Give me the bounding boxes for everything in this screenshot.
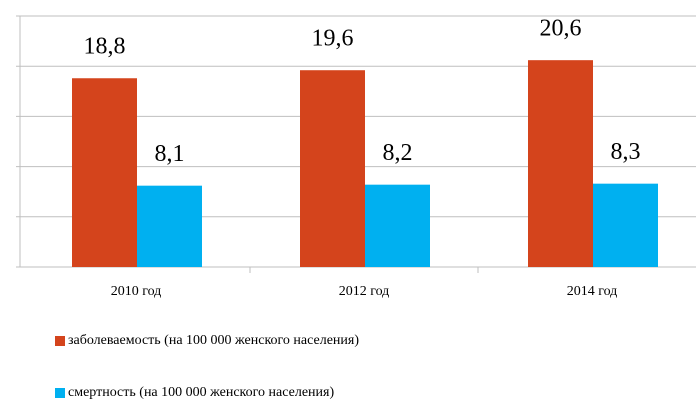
data-label: 20,6 [540,16,582,42]
data-label: 8,2 [383,140,413,166]
data-label: 8,3 [611,139,641,165]
bar [528,60,593,268]
data-label: 8,1 [155,141,185,167]
x-tick-label: 2010 год [111,284,162,299]
legend-swatch [55,388,65,398]
x-tick-label: 2012 год [339,284,390,299]
bar [300,70,365,267]
bar [137,185,202,267]
x-tick-label: 2014 год [567,284,618,299]
legend-swatch [55,336,65,346]
data-label: 18,8 [84,34,126,60]
bar [72,78,137,267]
legend-label: заболеваемость (на 100 000 женского насе… [68,333,359,348]
data-label: 19,6 [312,26,354,52]
legend-label: смертность (на 100 000 женского населени… [68,385,334,400]
bar [365,184,430,267]
bar [593,183,658,267]
